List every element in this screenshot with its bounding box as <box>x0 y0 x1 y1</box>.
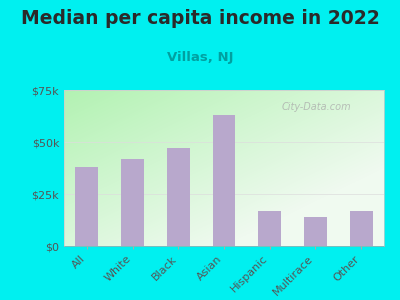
Bar <box>304 217 327 246</box>
Bar <box>167 148 190 246</box>
Text: Villas, NJ: Villas, NJ <box>167 51 233 64</box>
Bar <box>76 167 98 246</box>
Bar <box>212 115 236 246</box>
Text: City-Data.com: City-Data.com <box>282 103 351 112</box>
Bar <box>350 211 372 246</box>
Bar <box>121 159 144 246</box>
Text: Median per capita income in 2022: Median per capita income in 2022 <box>21 9 379 28</box>
Bar <box>258 211 281 246</box>
